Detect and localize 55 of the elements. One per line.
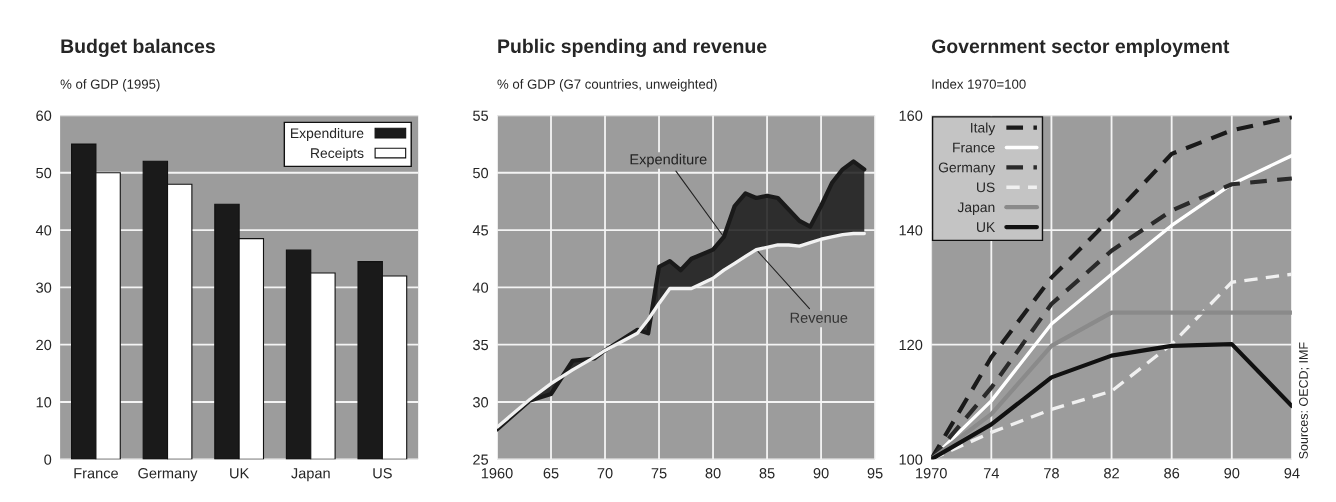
- y-tick-label: 25: [473, 454, 489, 465]
- y-tick-label: 55: [473, 110, 489, 121]
- legend-label: Italy: [971, 122, 996, 136]
- y-tick-label: 50: [36, 167, 52, 179]
- y-tick-label: 45: [472, 225, 489, 236]
- x-tick-label: 80: [705, 468, 721, 479]
- x-tick-label: Germany: [138, 468, 198, 482]
- x-tick-label: 74: [983, 468, 999, 479]
- x-tick-label: 65: [543, 468, 559, 479]
- y-tick-label: 140: [899, 225, 923, 236]
- chart-title: Budget balances: [61, 38, 215, 57]
- y-tick-label: 30: [473, 397, 489, 408]
- x-tick-label: 90: [813, 468, 829, 479]
- y-tick-label: 30: [36, 282, 52, 293]
- chart-subtitle: % of GDP (G7 countries, unweighted): [497, 79, 717, 92]
- annotation: Expenditure: [630, 153, 707, 168]
- chart-title: Public spending and revenue: [498, 38, 767, 57]
- y-tick-label: 35: [473, 339, 489, 351]
- y-tick-label: 120: [899, 339, 923, 351]
- x-tick-label: 1960: [481, 468, 513, 479]
- y-tick-label: 60: [36, 110, 52, 121]
- x-tick-label: US: [373, 468, 392, 479]
- x-tick-label: 1970: [916, 468, 947, 479]
- x-tick-label: 82: [1104, 468, 1119, 479]
- x-tick-label: 70: [597, 468, 613, 479]
- y-tick-label: 40: [35, 225, 52, 236]
- x-tick-label: Japan: [291, 468, 330, 482]
- y-tick-label: 160: [899, 110, 923, 121]
- x-tick-label: 94: [1284, 468, 1300, 479]
- x-tick-label: UK: [230, 468, 250, 479]
- annotation: Revenue: [790, 312, 848, 323]
- x-tick-label: 85: [759, 468, 775, 479]
- y-tick-label: 10: [36, 397, 52, 408]
- legend-label: France: [953, 142, 995, 153]
- chart-title: Government sector employment: [931, 38, 1230, 57]
- legend-label: Expenditure: [291, 127, 364, 141]
- legend-label: US: [977, 182, 995, 193]
- x-tick-label: 75: [651, 468, 667, 479]
- x-tick-label: 95: [867, 468, 883, 479]
- y-tick-label: 40: [472, 282, 489, 293]
- legend-label: Japan: [957, 202, 995, 215]
- y-tick-label: 0: [44, 454, 52, 465]
- y-tick-label: 100: [899, 454, 923, 465]
- y-tick-label: 50: [473, 167, 489, 179]
- legend-label: UK: [977, 222, 996, 233]
- legend-label: Germany: [938, 162, 996, 176]
- x-tick-label: 78: [1044, 468, 1059, 479]
- source-note: Sources: OECD; IMF: [1299, 342, 1310, 459]
- x-tick-label: 90: [1224, 468, 1240, 479]
- x-tick-label: France: [74, 468, 118, 479]
- chart-subtitle: Index 1970=100: [932, 79, 1026, 89]
- chart-subtitle: % of GDP (1995): [60, 79, 160, 92]
- y-tick-label: 20: [36, 339, 52, 351]
- x-tick-label: 86: [1164, 468, 1180, 479]
- legend-label: Receipts: [311, 147, 364, 161]
